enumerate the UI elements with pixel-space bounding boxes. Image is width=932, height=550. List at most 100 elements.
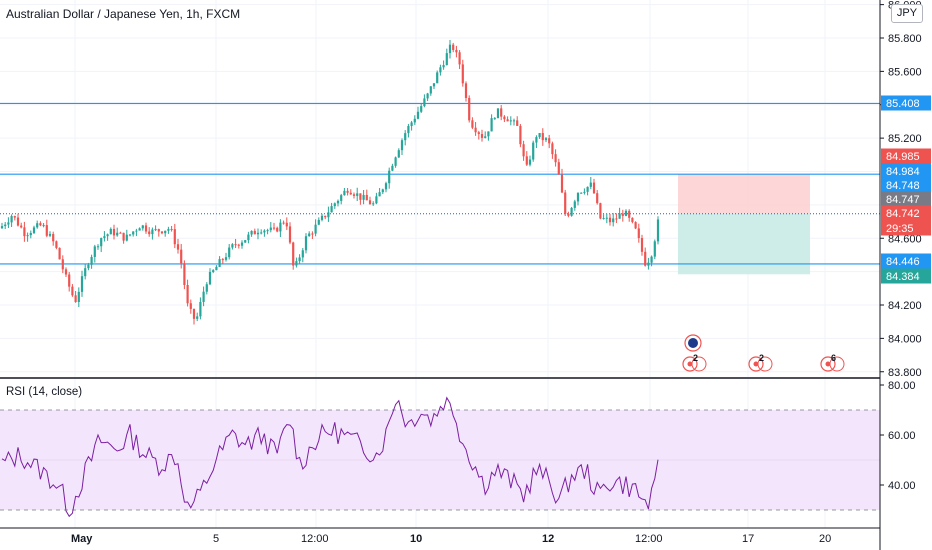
price-label-text: 85.408 [886,98,920,110]
candle-body [564,192,567,214]
candle-body [71,286,74,296]
candle-body [512,120,516,122]
candle-body [557,162,560,175]
candle-body [218,259,221,267]
candle-body [535,137,538,143]
candle-body [541,133,544,141]
candle-body [77,291,80,303]
time-tick-label: 17 [742,533,754,545]
candle-body [100,238,103,247]
candle-body [368,200,372,205]
candle-body [228,247,231,258]
candle-body [384,183,388,190]
candle-body [378,192,381,197]
candle-body [196,316,199,319]
candle-body [208,271,212,285]
economic-event-stack-icon [829,356,845,372]
price-label-badge [881,220,931,236]
candle-body [135,230,138,232]
price-label-text: 84.446 [886,256,920,268]
candle-body [474,127,477,133]
candle-body [336,200,340,204]
candle-body [148,231,151,235]
time-tick-label: 20 [819,533,831,545]
candle-body [375,196,378,204]
time-tick-label: 12:00 [301,533,329,545]
candle-body [586,186,589,192]
price-tick-label: 83.800 [888,367,922,379]
candle-body [144,225,148,232]
candle-body [554,154,557,163]
candle-body [170,229,173,231]
candle-body [570,207,573,216]
candle-body [253,230,256,235]
candle-body [519,125,522,145]
time-tick-label: 10 [410,533,422,545]
price-label-badge [881,148,931,164]
price-label-badge [881,163,931,179]
candle-body [288,226,292,243]
candle-body [199,301,202,317]
candle-body [624,210,628,216]
candle-body [458,52,461,65]
candle-body [221,259,224,261]
candle-body [442,65,445,68]
rsi-tick-label: 60.00 [888,430,916,442]
candle-body [260,232,263,234]
candle-body [224,257,228,260]
candle-body [567,213,570,216]
price-tick-label: 84.600 [888,233,922,245]
candle-body [32,227,36,233]
candle-body [500,108,503,117]
candle-body [493,118,496,120]
candle-body [548,138,551,144]
candle-body [29,232,32,236]
candle-body [608,217,612,223]
candle-body [122,232,125,241]
price-label-text: 84.384 [886,271,920,283]
candle-body [276,227,279,232]
candle-body [484,136,487,138]
candle-body [48,234,52,236]
candle-body [372,203,375,205]
rsi-title: RSI (14, close) [6,386,83,398]
candle-body [240,242,244,246]
price-label-badge [881,191,931,207]
candle-body [573,201,576,208]
candle-body [416,111,420,119]
candle-body [580,192,583,194]
candle-body [365,194,368,201]
candle-body [308,233,311,237]
time-tick-label: 12 [542,533,554,545]
candle-body [7,222,10,225]
candle-body [256,232,260,235]
candle-body [429,86,432,94]
candle-body [599,203,602,219]
candle-body [112,228,116,236]
candle-body [461,64,464,84]
price-tick-label: 85.200 [888,133,922,145]
candle-body [400,140,404,151]
time-tick-label: 5 [213,533,219,545]
economic-event-stack-icon [757,356,773,372]
candle-body [445,53,448,66]
candle-body [327,212,330,218]
candle-body [468,97,471,121]
rsi-tick-label: 40.00 [888,480,916,492]
price-tick-label: 84.200 [888,300,922,312]
candle-body [154,229,157,231]
candle-body [295,261,298,266]
candle-body [10,216,13,223]
candle-body [359,193,362,200]
candle-body [487,131,490,137]
candle-body [448,44,452,54]
candle-body [538,133,541,138]
candle-body [432,83,436,87]
candle-body [602,218,605,220]
candle-body [42,225,45,227]
candle-body [516,120,519,126]
currency-badge[interactable]: JPY [891,4,923,23]
candle-body [477,132,480,135]
price-tick-label: 84.000 [888,333,922,345]
